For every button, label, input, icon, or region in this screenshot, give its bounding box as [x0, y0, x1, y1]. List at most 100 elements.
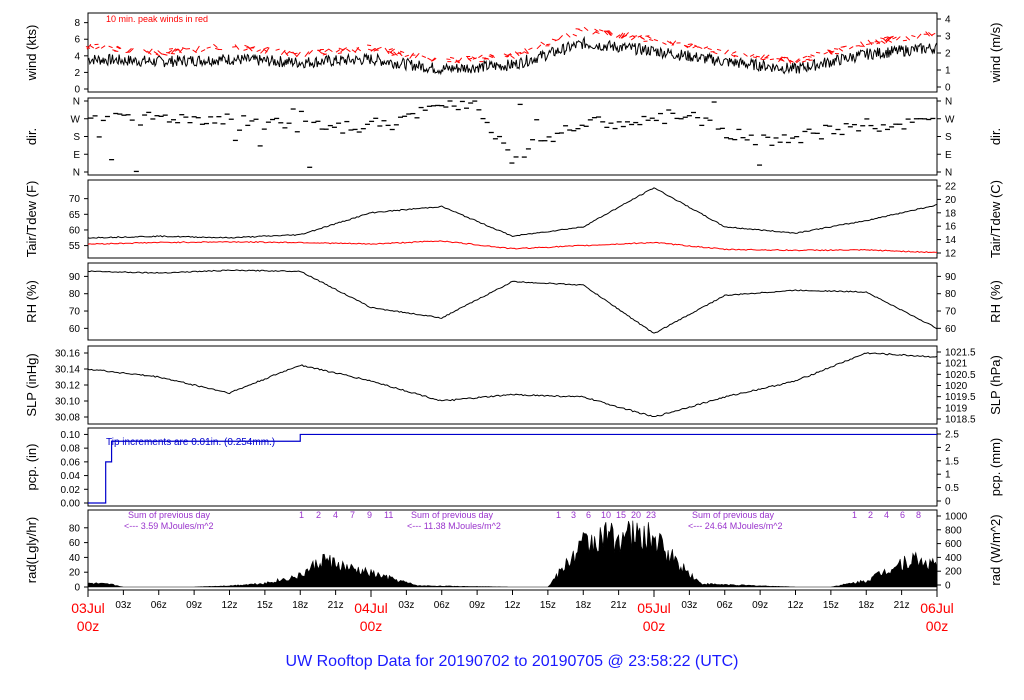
peak-mark	[823, 51, 828, 55]
peak-mark	[264, 47, 270, 54]
peak-mark	[503, 53, 509, 57]
rad-hour-mark: 10	[601, 510, 611, 520]
rad-sum-value: <--- 11.38 MJoules/m^2	[407, 521, 501, 531]
peak-mark	[540, 41, 545, 46]
peak-mark	[89, 44, 95, 49]
peak-mark	[346, 48, 351, 53]
slp-ticklabel-left: 30.08	[55, 413, 80, 424]
peak-mark	[506, 53, 512, 58]
pcp-ylabel-left: pcp. (in)	[24, 444, 39, 491]
peak-mark	[578, 28, 583, 32]
time-tick-label: 12z	[787, 600, 803, 611]
time-tick-label: 12z	[221, 600, 237, 611]
rad-ylabel-right: rad (W/m^2)	[988, 514, 1003, 585]
peak-mark	[430, 57, 436, 62]
peak-mark	[769, 58, 774, 61]
dir-ticklabel-left: W	[71, 114, 81, 125]
rh-ticklabel-right: 90	[945, 272, 957, 283]
peak-mark	[594, 28, 599, 32]
peak-mark	[127, 47, 132, 53]
peak-mark	[243, 48, 248, 51]
peak-mark	[795, 59, 801, 64]
rad-ticklabel-right: 400	[945, 553, 962, 564]
peak-mark	[163, 53, 168, 56]
peak-mark	[606, 30, 612, 36]
rad-sum-label: Sum of previous day	[411, 510, 494, 520]
panel-pcp: pcp. (in) pcp. (mm) 0.00 0.02 0.04 0.06 0.08 0.…	[24, 427, 1003, 510]
rh-ylabel-right: RH (%)	[988, 280, 1003, 323]
peak-mark	[322, 53, 327, 56]
peak-mark	[256, 49, 261, 52]
peak-mark	[213, 43, 218, 48]
peak-mark	[536, 44, 542, 50]
pcp-ylabel-right: pcp. (mm)	[988, 438, 1003, 497]
peak-mark	[632, 35, 638, 38]
rh-ticklabel-left: 60	[69, 324, 81, 335]
peak-mark	[624, 32, 629, 38]
day-hour-label: 00z	[643, 618, 666, 634]
peak-mark	[342, 47, 347, 52]
slp-ticklabel-right: 1019	[945, 403, 968, 414]
peak-mark	[603, 30, 609, 36]
peak-mark	[427, 57, 432, 61]
peak-mark	[409, 52, 415, 59]
peak-mark	[683, 44, 689, 49]
peak-mark	[713, 51, 718, 55]
peak-mark	[838, 47, 844, 52]
peak-mark	[399, 50, 405, 54]
peak-mark	[842, 45, 847, 48]
peak-mark	[795, 58, 800, 63]
peak-mark	[810, 54, 815, 57]
peak-mark	[640, 36, 645, 40]
temp-ticklabel-left: 65	[69, 210, 81, 221]
peak-mark	[143, 49, 148, 53]
rad-sum-value: <--- 3.59 MJoules/m^2	[124, 521, 214, 531]
peak-mark	[397, 51, 403, 57]
peak-mark	[916, 33, 922, 39]
slp-ticklabel-right: 1020.5	[945, 370, 976, 381]
peak-mark	[889, 35, 894, 38]
time-tick-label: 18z	[575, 600, 591, 611]
peak-mark	[697, 46, 703, 49]
slp-ticklabel-left: 30.14	[55, 365, 80, 376]
pcp-ticklabel-left: 0.06	[61, 457, 81, 468]
wind-ticklabel-left: 0	[74, 85, 80, 96]
peak-mark	[925, 31, 930, 37]
peak-mark	[781, 56, 786, 59]
rad-hour-mark: 4	[884, 510, 889, 520]
peak-mark	[666, 40, 672, 44]
wind-frame	[87, 12, 938, 93]
peak-mark	[583, 26, 589, 32]
peak-mark	[860, 41, 865, 48]
peak-mark	[694, 44, 699, 49]
peak-mark	[752, 56, 758, 59]
peak-mark	[789, 59, 794, 63]
peak-mark	[684, 45, 690, 48]
panel-rh: RH (%) RH (%) 60 70 80 90 60 70 80 90	[24, 262, 1003, 341]
slp-ylabel-right: SLP (hPa)	[988, 355, 1003, 415]
peak-mark	[615, 34, 621, 38]
peak-mark	[707, 47, 712, 51]
wind-ticklabel-right: 1	[945, 66, 951, 77]
peak-mark	[455, 59, 461, 64]
peak-mark	[484, 57, 490, 60]
peak-mark	[884, 36, 890, 42]
peak-mark	[687, 43, 692, 45]
wind-ticklabel-right: 3	[945, 32, 951, 43]
peak-mark	[886, 37, 892, 42]
pcp-ticklabel-left: 0.04	[61, 471, 81, 482]
peak-mark	[608, 29, 613, 35]
peak-mark	[662, 42, 667, 45]
rad-area	[87, 520, 938, 588]
slp-ticklabel-right: 1020	[945, 381, 968, 392]
peak-mark	[371, 47, 377, 51]
peak-mark	[388, 48, 393, 51]
peak-mark	[779, 57, 785, 62]
peak-mark	[524, 48, 529, 54]
peak-mark	[108, 45, 113, 49]
time-tick-label: 15z	[540, 600, 556, 611]
peak-mark	[377, 46, 382, 50]
peak-mark	[488, 55, 494, 59]
rad-hour-mark: 6	[586, 510, 591, 520]
